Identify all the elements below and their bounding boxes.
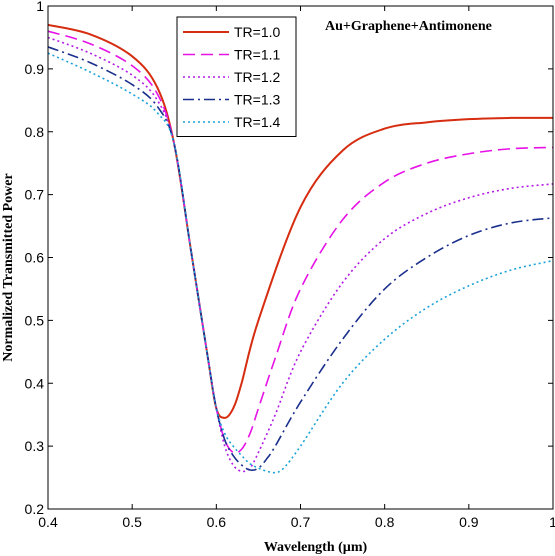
y-tick-label: 0.4: [25, 375, 45, 391]
legend-label: TR=1.3: [234, 92, 281, 108]
series-line-3: [48, 36, 553, 473]
y-tick-label: 0.3: [25, 438, 45, 454]
series-line-2: [48, 30, 553, 454]
legend-label: TR=1.0: [234, 24, 281, 40]
x-tick-label: 0.5: [122, 514, 142, 530]
legend-label: TR=1.4: [234, 114, 281, 130]
y-tick-label: 0.2: [25, 501, 45, 517]
x-tick-label: 0.9: [459, 514, 479, 530]
series-line-5: [48, 52, 553, 474]
series-layer: [48, 23, 553, 474]
legend-box: [176, 16, 297, 137]
y-tick-label: 0.5: [25, 312, 45, 328]
y-axis-label: Normalized Transmitted Power: [1, 173, 16, 361]
x-tick-label: 0.6: [207, 514, 227, 530]
x-tick-label: 0.7: [291, 514, 311, 530]
series-line-1: [48, 23, 553, 419]
legend-label: TR=1.2: [234, 69, 281, 85]
legend: TR=1.0 TR=1.1 TR=1.2 TR=1.3 TR=1.4: [176, 16, 297, 137]
y-tick-label: 0.9: [25, 61, 45, 77]
y-tick-label: 1: [36, 0, 44, 14]
x-tick-label: 1: [549, 514, 555, 530]
x-axis-label: Wavelength (µm): [264, 540, 368, 555]
chart-annotation: Au+Graphene+Antimonene: [325, 19, 492, 34]
y-tick-label: 0.6: [25, 250, 45, 266]
y-tick-label: 0.8: [25, 124, 45, 140]
x-tick-label: 0.4: [38, 514, 58, 530]
legend-label: TR=1.1: [234, 47, 281, 63]
y-tick-label: 0.7: [25, 187, 45, 203]
series-line-4: [48, 46, 553, 472]
axes-layer: 0.4 0.5 0.6 0.7 0.8 0.9 1 0.2 0.3 0.4 0.5 0.6 0.7 0.8…: [25, 0, 555, 530]
plot-frame: [47, 5, 554, 510]
x-tick-label: 0.8: [375, 514, 395, 530]
